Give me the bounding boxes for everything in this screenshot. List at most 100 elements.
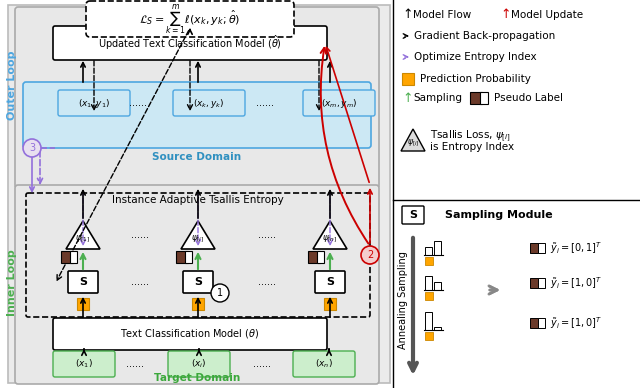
Text: ↑: ↑ bbox=[500, 9, 511, 21]
Circle shape bbox=[361, 246, 379, 264]
Bar bbox=[61, 251, 73, 263]
Circle shape bbox=[23, 139, 41, 157]
Bar bbox=[425, 312, 432, 330]
Text: S: S bbox=[194, 277, 202, 287]
Bar bbox=[425, 332, 433, 340]
FancyBboxPatch shape bbox=[293, 351, 355, 377]
Text: Prediction Probability: Prediction Probability bbox=[420, 74, 531, 84]
Bar bbox=[8, 5, 390, 383]
Polygon shape bbox=[313, 221, 347, 249]
Text: ......: ...... bbox=[131, 277, 149, 287]
Text: $(x_1)$: $(x_1)$ bbox=[75, 358, 93, 370]
Text: ......: ...... bbox=[253, 359, 271, 369]
Bar bbox=[317, 251, 324, 263]
Text: Outer Loop: Outer Loop bbox=[7, 50, 17, 120]
Text: Inner Loop: Inner Loop bbox=[7, 249, 17, 316]
Bar bbox=[393, 0, 640, 200]
Circle shape bbox=[211, 284, 229, 302]
Text: Instance Adaptive Tsallis Entropy: Instance Adaptive Tsallis Entropy bbox=[112, 195, 284, 205]
FancyBboxPatch shape bbox=[86, 1, 294, 37]
Text: ......: ...... bbox=[129, 98, 147, 108]
FancyBboxPatch shape bbox=[58, 90, 130, 116]
Text: Optimize Entropy Index: Optimize Entropy Index bbox=[414, 52, 536, 62]
Text: 1: 1 bbox=[217, 288, 223, 298]
Text: $(x_k,y_k)$: $(x_k,y_k)$ bbox=[193, 97, 225, 109]
Text: $\mathcal{L}_S = \sum_{k=1}^{m} \ell(x_k, y_k; \hat{\theta})$: $\mathcal{L}_S = \sum_{k=1}^{m} \ell(x_k… bbox=[140, 3, 241, 37]
Text: Gradient Back-propagation: Gradient Back-propagation bbox=[414, 31, 556, 41]
FancyBboxPatch shape bbox=[173, 90, 245, 116]
Text: $\psi_{[n]}$: $\psi_{[n]}$ bbox=[323, 234, 338, 244]
Text: S: S bbox=[409, 210, 417, 220]
Text: $\psi_{[i]}$: $\psi_{[i]}$ bbox=[191, 234, 205, 244]
Bar bbox=[77, 298, 89, 310]
Text: S: S bbox=[326, 277, 334, 287]
Bar bbox=[185, 251, 192, 263]
Bar bbox=[324, 298, 336, 310]
Bar bbox=[538, 278, 545, 288]
Polygon shape bbox=[66, 221, 100, 249]
Text: Updated Text Classification Model ($\hat{\theta}$): Updated Text Classification Model ($\hat… bbox=[98, 34, 282, 52]
Bar bbox=[480, 92, 488, 104]
Polygon shape bbox=[181, 221, 215, 249]
Text: Sampling Module: Sampling Module bbox=[445, 210, 552, 220]
Polygon shape bbox=[401, 129, 425, 151]
Bar bbox=[538, 243, 545, 253]
Bar bbox=[425, 257, 433, 265]
Text: S: S bbox=[79, 277, 87, 287]
FancyBboxPatch shape bbox=[303, 90, 375, 116]
Text: Tsallis Loss, $\psi_{[i]}$: Tsallis Loss, $\psi_{[i]}$ bbox=[430, 128, 511, 144]
Text: 3: 3 bbox=[29, 143, 35, 153]
Bar bbox=[434, 327, 441, 330]
Text: is Entropy Index: is Entropy Index bbox=[430, 142, 514, 152]
Text: ↑: ↑ bbox=[402, 92, 413, 104]
Text: Sampling: Sampling bbox=[413, 93, 462, 103]
Bar bbox=[425, 292, 433, 300]
Text: ......: ...... bbox=[258, 230, 276, 240]
Text: $\tilde{y}_i = [0,1]^T$: $\tilde{y}_i = [0,1]^T$ bbox=[550, 240, 602, 256]
Bar bbox=[530, 318, 540, 328]
FancyBboxPatch shape bbox=[15, 185, 379, 384]
Text: Source Domain: Source Domain bbox=[152, 152, 241, 162]
Bar bbox=[434, 241, 441, 255]
Bar bbox=[425, 247, 432, 255]
Text: Target Domain: Target Domain bbox=[154, 373, 240, 383]
Text: $\tilde{y}_i = [1,0]^T$: $\tilde{y}_i = [1,0]^T$ bbox=[550, 275, 602, 291]
Text: $\tilde{y}_i = [1,0]^T$: $\tilde{y}_i = [1,0]^T$ bbox=[550, 315, 602, 331]
FancyBboxPatch shape bbox=[183, 271, 213, 293]
Bar bbox=[470, 92, 482, 104]
FancyBboxPatch shape bbox=[23, 82, 371, 148]
Text: Text Classification Model ($\theta$): Text Classification Model ($\theta$) bbox=[120, 327, 260, 341]
Bar bbox=[70, 251, 77, 263]
Text: $(x_n)$: $(x_n)$ bbox=[315, 358, 333, 370]
FancyBboxPatch shape bbox=[53, 318, 327, 350]
FancyBboxPatch shape bbox=[53, 351, 115, 377]
FancyBboxPatch shape bbox=[68, 271, 98, 293]
FancyBboxPatch shape bbox=[315, 271, 345, 293]
Text: Annealing Sampling: Annealing Sampling bbox=[398, 251, 408, 349]
Bar bbox=[308, 251, 320, 263]
Text: ......: ...... bbox=[126, 359, 144, 369]
Text: Pseudo Label: Pseudo Label bbox=[494, 93, 563, 103]
Text: 2: 2 bbox=[367, 250, 373, 260]
Text: $\psi_{[i]}$: $\psi_{[i]}$ bbox=[407, 137, 419, 149]
Text: ......: ...... bbox=[131, 230, 149, 240]
FancyBboxPatch shape bbox=[402, 206, 424, 224]
Text: Model Update: Model Update bbox=[511, 10, 583, 20]
FancyBboxPatch shape bbox=[168, 351, 230, 377]
Bar bbox=[530, 278, 540, 288]
Bar bbox=[530, 243, 540, 253]
Bar bbox=[425, 276, 432, 290]
Text: $\psi_{[1]}$: $\psi_{[1]}$ bbox=[76, 234, 91, 244]
Text: $(x_1,y_1)$: $(x_1,y_1)$ bbox=[78, 97, 110, 109]
Bar bbox=[393, 200, 640, 388]
Text: ......: ...... bbox=[256, 98, 274, 108]
Text: $(x_i)$: $(x_i)$ bbox=[191, 358, 207, 370]
Bar bbox=[402, 73, 414, 85]
Text: ↑: ↑ bbox=[402, 9, 413, 21]
Bar bbox=[434, 282, 441, 290]
Bar bbox=[192, 298, 204, 310]
FancyBboxPatch shape bbox=[15, 7, 379, 188]
Text: Model Flow: Model Flow bbox=[413, 10, 471, 20]
Bar bbox=[538, 318, 545, 328]
FancyBboxPatch shape bbox=[53, 26, 327, 60]
